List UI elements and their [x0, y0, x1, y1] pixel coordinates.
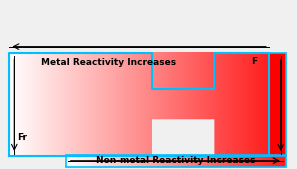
Text: Metal Reactivity Increases: Metal Reactivity Increases: [41, 58, 176, 67]
Text: Non-metal Reactivity Increases: Non-metal Reactivity Increases: [96, 156, 255, 165]
Bar: [269, 53, 286, 156]
Text: F: F: [251, 57, 257, 66]
Text: Fr: Fr: [17, 133, 27, 142]
Bar: [66, 155, 286, 167]
